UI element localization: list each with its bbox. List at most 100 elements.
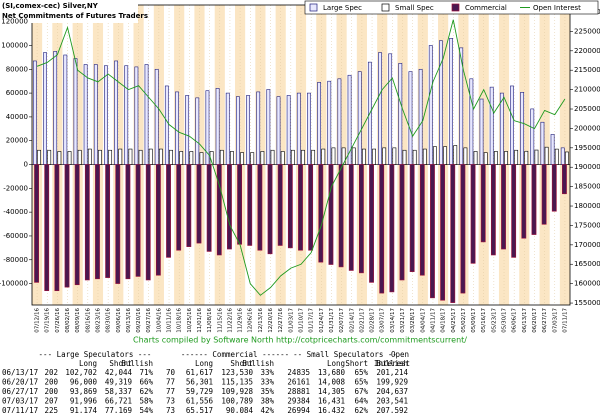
bar [77,149,82,165]
table-group-header: --- Large Speculators --- [39,350,152,359]
x-tick-label: 08/23/16 [95,308,101,333]
table-cell: 14,008 [318,378,346,387]
y-tick-label: 80000 [6,65,28,73]
bar [154,68,159,165]
bar [63,54,68,165]
table-header: Long [195,359,213,368]
table-cell: 38% [260,397,274,406]
table-cell: 65% [354,368,368,377]
bar [428,45,433,165]
bar [246,95,250,165]
x-tick-label: 03/21/17 [400,308,406,333]
bar [37,149,41,165]
bar [266,89,271,165]
table-cell: 06/20/17 [2,378,38,387]
bar [412,149,417,165]
table-cell: 24835 [287,368,310,377]
table-cell: 59,729 [186,387,213,396]
bar [327,80,332,165]
bar [337,78,342,165]
table-cell: 96,000 [70,378,98,387]
bar [87,148,92,165]
bar [286,95,291,165]
bar [540,121,545,165]
bar [419,164,425,276]
bar [270,149,275,165]
table-cell: 201,214 [376,368,408,377]
bar [179,151,184,165]
bar [362,148,366,165]
table-header: Bullish [376,359,408,368]
bar [470,164,476,264]
x-tick-label: 02/14/17 [349,308,355,333]
bar [550,134,555,165]
bar [185,95,190,165]
table-cell: 207 [44,397,58,406]
table-cell: 33% [260,378,274,387]
y2-tick-label: 225000 [574,27,600,35]
bar [84,164,90,281]
bar [450,164,456,303]
bar [501,164,506,250]
x-tick-label: 07/11/17 [562,308,568,333]
legend-label: Large Spec [323,4,362,12]
bar [95,164,100,280]
bar [47,149,52,165]
bar [108,149,113,165]
bar [267,164,273,255]
x-tick-label: 11/29/16 [238,308,244,333]
x-tick-label: 03/28/17 [410,308,416,333]
bar [257,164,263,251]
footer: Charts compiled by Software North http:/… [133,336,467,345]
table-cell: 07/11/17 [2,406,38,413]
table-cell: 33% [260,368,274,377]
x-tick-label: 12/13/16 [258,308,264,333]
table-header: Bullish [242,359,274,368]
bar [388,53,393,165]
bar [422,148,427,165]
table-cell: 77 [166,378,175,387]
bar [93,64,98,165]
table-cell: 42,044 [105,368,133,377]
x-tick-label: 04/18/17 [441,308,447,333]
table-cell: 61,556 [186,397,214,406]
table-cell: 65% [354,378,368,387]
y2-tick-label: 190000 [574,163,600,171]
bar [357,71,362,165]
bar [235,96,240,165]
bar [225,92,230,165]
table-cell: 62% [139,387,153,396]
bar [206,164,212,252]
bar [138,149,143,165]
bar [287,164,293,249]
x-tick-label: 08/02/16 [65,308,71,333]
bar [298,164,303,251]
table-header: Short [345,359,368,368]
bar [34,164,39,283]
x-tick-label: 10/18/16 [177,308,183,333]
bar [215,88,220,165]
bar [531,164,537,235]
bar [409,164,415,272]
legend-label: Open Interest [533,4,581,12]
x-tick-label: 05/02/17 [461,308,467,333]
bar [67,151,72,165]
bar [331,147,336,165]
table-cell: 200 [44,378,58,387]
table-cell: 91,174 [70,406,98,413]
y2-tick-label: 165000 [574,260,600,268]
y-tick-label: 20000 [6,137,28,145]
legend-label: Small Spec [395,4,434,12]
table-header: Short [109,359,132,368]
bar [296,92,301,165]
x-tick-label: 02/28/17 [370,308,376,333]
bar [43,52,47,165]
table-cell: 26994 [287,406,310,413]
table-cell: 66,721 [105,397,132,406]
table-cell: 70 [166,368,176,377]
x-tick-label: 07/03/17 [552,308,558,333]
table-header: Interest [374,359,410,368]
x-tick-label: 08/30/16 [106,308,112,333]
bar [118,148,123,165]
bar [57,151,62,165]
